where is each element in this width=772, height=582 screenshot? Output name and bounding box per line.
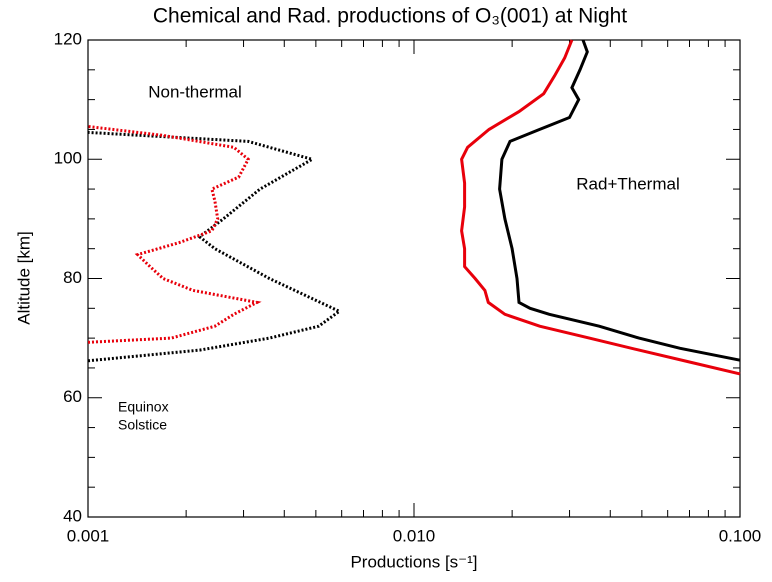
y-tick-label: 60 <box>63 387 82 406</box>
x-tick-label: 0.010 <box>393 526 436 545</box>
x-axis-label: Productions [s⁻¹] <box>350 552 477 571</box>
x-tick-label: 0.100 <box>719 526 762 545</box>
profile-line <box>460 39 741 376</box>
profile-line <box>87 125 262 344</box>
y-tick-label: 80 <box>63 268 82 287</box>
profile-line <box>87 130 343 363</box>
annotation: Non-thermal <box>148 82 242 101</box>
y-tick-label: 120 <box>54 29 82 48</box>
legend-entry: Equinox <box>118 399 169 415</box>
y-tick-label: 40 <box>63 506 82 525</box>
profile-line <box>498 39 741 362</box>
chart-title: Chemical and Rad. productions of O₃(001)… <box>153 5 627 28</box>
annotation: Rad+Thermal <box>576 174 679 193</box>
y-tick-label: 100 <box>54 149 82 168</box>
legend-entry: Solstice <box>118 417 167 433</box>
plot-frame <box>87 39 741 518</box>
y-axis-label: Altitude [km] <box>14 231 33 325</box>
x-tick-label: 0.001 <box>67 526 110 545</box>
